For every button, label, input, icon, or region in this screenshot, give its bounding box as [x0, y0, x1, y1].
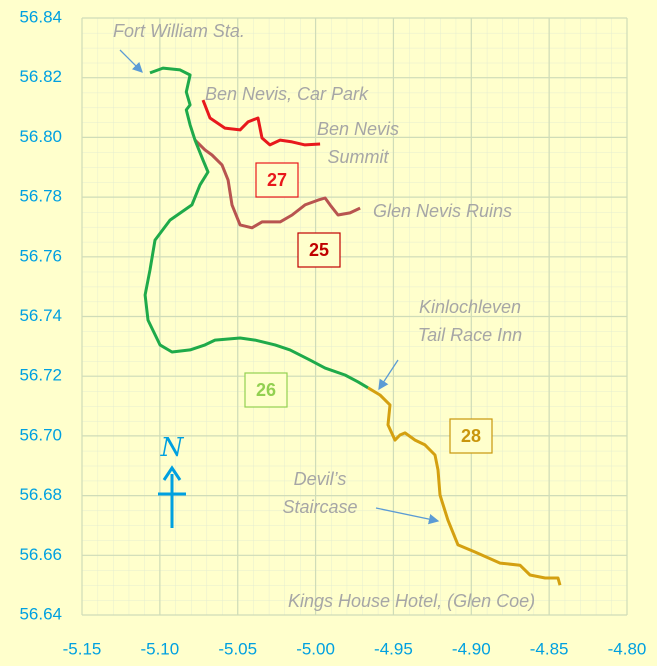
- route-tag: 28: [461, 426, 481, 446]
- y-tick-label: 56.80: [19, 127, 62, 146]
- compass-head: [162, 465, 182, 481]
- grid: [81, 17, 628, 616]
- y-tick-label: 56.74: [19, 306, 62, 325]
- x-tick-label: -5.05: [218, 639, 257, 658]
- annotation: Kings House Hotel, (Glen Coe): [288, 591, 535, 611]
- annotation: Tail Race Inn: [418, 325, 522, 345]
- annotation: Staircase: [282, 497, 357, 517]
- route-tag: 25: [309, 240, 329, 260]
- y-tick-label: 56.76: [19, 246, 62, 265]
- annotation: Summit: [327, 147, 389, 167]
- arrow: [119, 49, 143, 73]
- x-tick-label: -4.80: [608, 639, 647, 658]
- route-tag-box: [297, 232, 341, 268]
- route-line: [367, 386, 562, 586]
- y-tick-label: 56.70: [19, 425, 62, 444]
- compass: [158, 465, 186, 528]
- x-tick-label: -4.85: [530, 639, 569, 658]
- arrows: [119, 49, 440, 525]
- x-tick-label: -4.95: [374, 639, 413, 658]
- annotation: Ben Nevis, Car Park: [205, 84, 369, 104]
- route-tag-box: [244, 372, 288, 408]
- x-tick-label: -5.15: [63, 639, 102, 658]
- y-tick-label: 56.64: [19, 604, 62, 623]
- annotation: Ben Nevis: [317, 119, 399, 139]
- y-tick-label: 56.84: [19, 7, 62, 26]
- routes: [143, 66, 562, 586]
- route-tag-box: [255, 162, 299, 198]
- x-tick-label: -5.10: [140, 639, 179, 658]
- x-tick-label: -4.90: [452, 639, 491, 658]
- north-label: N: [160, 433, 185, 463]
- annotation: Devil’s: [294, 469, 347, 489]
- y-tick-label: 56.68: [19, 485, 62, 504]
- route-line: [201, 99, 321, 147]
- annotation: Glen Nevis Ruins: [373, 201, 512, 221]
- route-tag: 27: [267, 170, 287, 190]
- y-tick-label: 56.82: [19, 67, 62, 86]
- route-line: [143, 66, 369, 390]
- y-tick-label: 56.72: [19, 366, 62, 385]
- arrow: [375, 507, 440, 525]
- route-line: [193, 139, 361, 230]
- route-tag-box: [449, 418, 493, 454]
- y-tick-label: 56.66: [19, 545, 62, 564]
- x-tick-label: -5.00: [296, 639, 335, 658]
- arrow: [378, 359, 399, 391]
- route-tag: 26: [256, 380, 276, 400]
- annotation: Fort William Sta.: [113, 21, 245, 41]
- annotation: Kinlochleven: [419, 297, 521, 317]
- y-tick-label: 56.78: [19, 187, 62, 206]
